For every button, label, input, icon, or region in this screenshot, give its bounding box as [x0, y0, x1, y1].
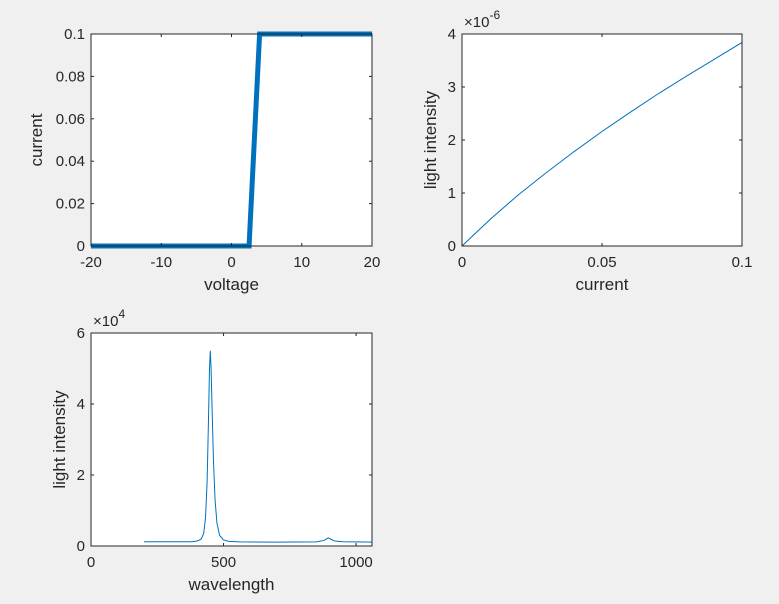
x-axis-label: wavelength	[187, 575, 274, 594]
exponent-base: ×10	[93, 313, 118, 330]
x-tick-label: 0	[458, 254, 466, 271]
y-tick-label: 0	[77, 538, 85, 555]
axes-box	[90, 332, 373, 547]
x-tick-label: -10	[150, 254, 172, 271]
axes-3: 0 500 1000 0 2 4 6 wavelength light intensity ×10…	[50, 307, 373, 594]
x-tick-label: 500	[211, 554, 236, 571]
y-tick-label: 0	[448, 238, 456, 255]
y-tick-label: 2	[77, 467, 85, 484]
y-tick-label: 6	[77, 325, 85, 342]
x-axis-label: voltage	[204, 275, 259, 294]
x-tick-label: 0.05	[587, 254, 616, 271]
x-tick-label: 10	[293, 254, 310, 271]
x-tick-label: 0	[227, 254, 235, 271]
y-tick-label: 0.06	[56, 111, 85, 128]
y-tick-label: 0.08	[56, 68, 85, 85]
x-tick-label: 20	[364, 254, 381, 271]
y-axis-label: current	[27, 113, 46, 166]
axes-2: 0 0.05 0.1 0 1 2 3 4 current light intensity ×10-6	[421, 8, 752, 294]
axes-1: -20 -10 0 10 20 0 0.02 0.04 0.06 0.08 0.1 voltage cu…	[27, 26, 380, 294]
y-tick-label: 4	[448, 26, 456, 43]
exponent-base: ×10	[464, 14, 489, 31]
y-axis-label: light intensity	[421, 90, 440, 189]
y-axis-label: light intensity	[50, 390, 69, 489]
x-tick-label: -20	[80, 254, 102, 271]
y-tick-label: 1	[448, 185, 456, 202]
y-tick-label: 2	[448, 132, 456, 149]
x-tick-label: 0.1	[732, 254, 753, 271]
y-tick-label: 0.04	[56, 153, 85, 170]
y-tick-label: 0.02	[56, 196, 85, 213]
y-tick-label: 0.1	[64, 26, 85, 43]
series-line	[144, 350, 372, 543]
exponent-power: -6	[489, 8, 500, 22]
y-tick-label: 4	[77, 396, 85, 413]
exponent-label: ×104	[93, 307, 125, 330]
plot-area	[91, 34, 372, 246]
x-axis-label: current	[576, 275, 629, 294]
y-tick-label: 3	[448, 79, 456, 96]
exponent-power: 4	[118, 307, 125, 321]
x-tick-label: 0	[87, 554, 95, 571]
x-tick-label: 1000	[339, 554, 372, 571]
series-line	[462, 42, 742, 247]
plot-area	[91, 333, 372, 546]
exponent-label: ×10-6	[464, 8, 500, 31]
y-tick-label: 0	[77, 238, 85, 255]
plot-area	[462, 34, 742, 246]
